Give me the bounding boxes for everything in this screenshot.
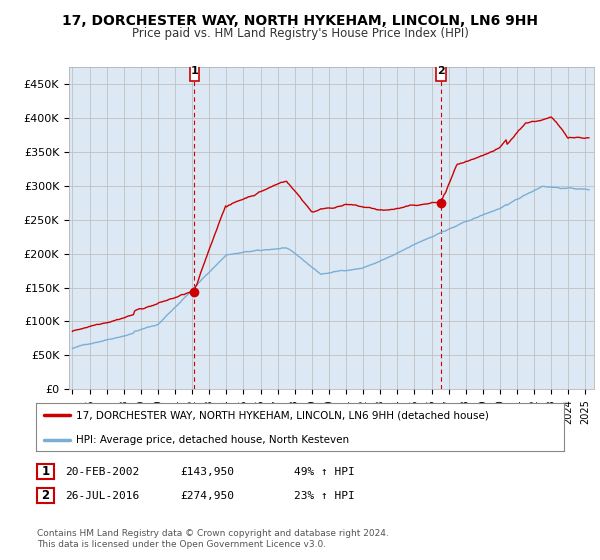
Text: 20-FEB-2002: 20-FEB-2002 bbox=[65, 466, 139, 477]
Text: 1: 1 bbox=[190, 66, 198, 76]
FancyBboxPatch shape bbox=[190, 62, 199, 81]
Text: HPI: Average price, detached house, North Kesteven: HPI: Average price, detached house, Nort… bbox=[76, 435, 349, 445]
Text: 17, DORCHESTER WAY, NORTH HYKEHAM, LINCOLN, LN6 9HH (detached house): 17, DORCHESTER WAY, NORTH HYKEHAM, LINCO… bbox=[76, 410, 488, 420]
Text: Contains HM Land Registry data © Crown copyright and database right 2024.
This d: Contains HM Land Registry data © Crown c… bbox=[37, 529, 389, 549]
Text: 1: 1 bbox=[41, 465, 50, 478]
Text: £274,950: £274,950 bbox=[180, 491, 234, 501]
Text: 17, DORCHESTER WAY, NORTH HYKEHAM, LINCOLN, LN6 9HH: 17, DORCHESTER WAY, NORTH HYKEHAM, LINCO… bbox=[62, 14, 538, 28]
Text: 2: 2 bbox=[437, 66, 445, 76]
Text: £143,950: £143,950 bbox=[180, 466, 234, 477]
FancyBboxPatch shape bbox=[436, 62, 446, 81]
Text: 49% ↑ HPI: 49% ↑ HPI bbox=[294, 466, 355, 477]
Text: Price paid vs. HM Land Registry's House Price Index (HPI): Price paid vs. HM Land Registry's House … bbox=[131, 27, 469, 40]
Text: 2: 2 bbox=[41, 489, 50, 502]
Text: 23% ↑ HPI: 23% ↑ HPI bbox=[294, 491, 355, 501]
Text: 26-JUL-2016: 26-JUL-2016 bbox=[65, 491, 139, 501]
